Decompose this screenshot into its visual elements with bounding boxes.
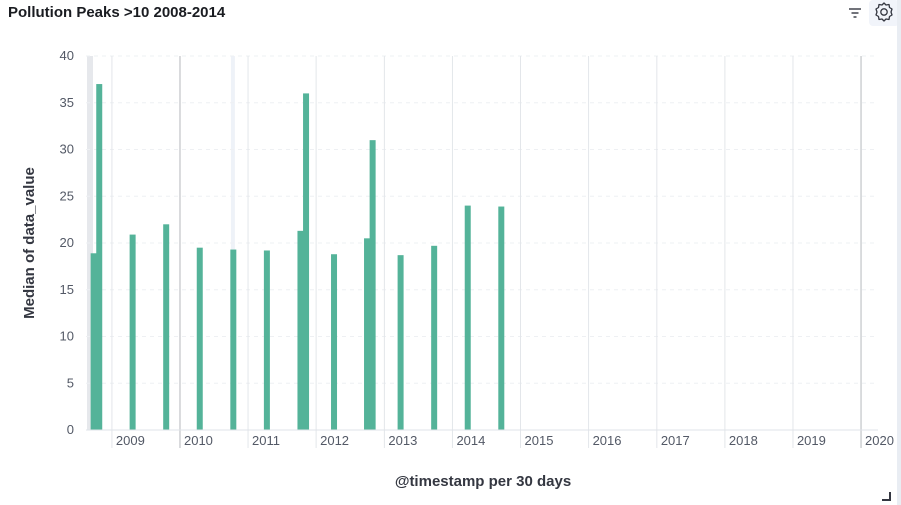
x-tick-label: 2012 bbox=[320, 433, 349, 448]
settings-button[interactable] bbox=[869, 0, 899, 26]
y-tick-label: 35 bbox=[60, 95, 74, 110]
bar bbox=[230, 249, 237, 430]
y-tick-label: 5 bbox=[67, 375, 74, 390]
filter-button[interactable] bbox=[846, 4, 864, 22]
grid-layer bbox=[86, 55, 878, 448]
bars-layer bbox=[90, 84, 505, 431]
x-tick-label: 2016 bbox=[593, 433, 622, 448]
x-tick-label: 2020 bbox=[865, 433, 894, 448]
gear-icon bbox=[875, 2, 893, 22]
x-axis-title: @timestamp per 30 days bbox=[395, 473, 571, 490]
bar bbox=[263, 250, 270, 430]
bar bbox=[303, 93, 310, 431]
resize-handle[interactable] bbox=[882, 492, 891, 501]
x-tick-label: 2010 bbox=[184, 433, 213, 448]
bar bbox=[129, 234, 136, 430]
x-tick-label: 2018 bbox=[729, 433, 758, 448]
axis-layer: 0 5 10 15 20 25 30 35 40 2009 2010 2011 2012 2013 2014… bbox=[60, 48, 894, 448]
bar bbox=[498, 206, 505, 430]
y-tick-label: 40 bbox=[60, 48, 74, 63]
y-tick-label: 30 bbox=[60, 142, 74, 157]
bar bbox=[464, 205, 471, 430]
bar bbox=[369, 140, 376, 430]
bar bbox=[297, 230, 304, 430]
panel-title: Pollution Peaks >10 2008-2014 bbox=[8, 4, 226, 21]
x-tick-label: 2011 bbox=[252, 433, 280, 448]
y-tick-label: 25 bbox=[60, 188, 74, 203]
bar bbox=[163, 224, 170, 430]
panel-edge bbox=[897, 0, 901, 505]
bar bbox=[90, 253, 97, 430]
bar bbox=[96, 84, 103, 431]
bar bbox=[397, 255, 404, 430]
bar bbox=[431, 245, 438, 430]
x-tick-label: 2014 bbox=[456, 433, 485, 448]
x-tick-label: 2017 bbox=[661, 433, 690, 448]
y-tick-label: 0 bbox=[67, 422, 74, 437]
y-tick-label: 15 bbox=[60, 282, 74, 297]
y-tick-label: 20 bbox=[60, 235, 74, 250]
filter-icon bbox=[849, 8, 861, 18]
x-tick-label: 2015 bbox=[525, 433, 554, 448]
y-axis-title: Median of data_value bbox=[21, 167, 38, 319]
x-tick-label: 2009 bbox=[116, 433, 145, 448]
y-tick-label: 10 bbox=[60, 329, 74, 344]
x-tick-label: 2019 bbox=[797, 433, 826, 448]
bar bbox=[364, 238, 371, 430]
x-tick-label: 2013 bbox=[388, 433, 417, 448]
bar bbox=[196, 247, 203, 430]
bar bbox=[331, 254, 338, 430]
